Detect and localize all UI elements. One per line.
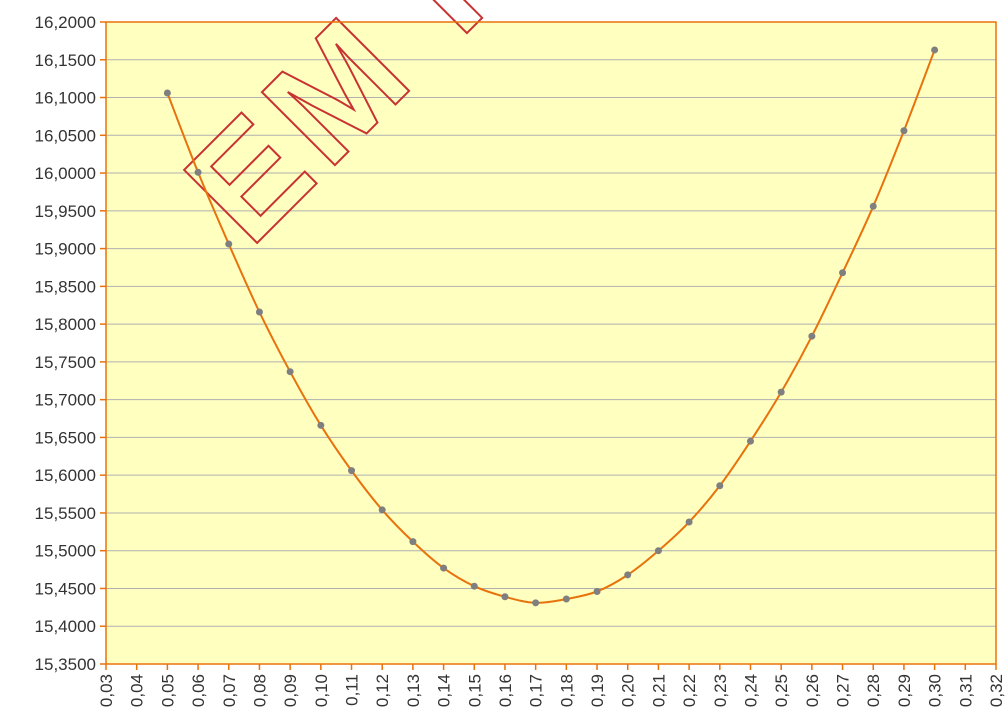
x-tick-label: 0,24 — [741, 674, 760, 707]
data-point — [378, 506, 386, 514]
data-point — [869, 202, 877, 210]
x-tick-label: 0,06 — [189, 674, 208, 707]
y-tick-label: 15,3500 — [35, 655, 96, 674]
y-tick-label: 15,9000 — [35, 240, 96, 259]
x-tick-label: 0,21 — [649, 674, 668, 707]
data-point — [839, 269, 847, 277]
x-tick-label: 0,17 — [527, 674, 546, 707]
y-tick-label: 15,6000 — [35, 466, 96, 485]
x-tick-label: 0,29 — [895, 674, 914, 707]
x-tick-label: 0,26 — [803, 674, 822, 707]
x-tick-label: 0,27 — [834, 674, 853, 707]
x-tick-label: 0,25 — [772, 674, 791, 707]
data-point — [654, 547, 662, 555]
x-tick-label: 0,20 — [619, 674, 638, 707]
x-tick-label: 0,10 — [312, 674, 331, 707]
y-tick-label: 15,7000 — [35, 391, 96, 410]
x-tick-label: 0,12 — [373, 674, 392, 707]
x-tick-label: 0,08 — [250, 674, 269, 707]
data-point — [532, 599, 540, 607]
y-tick-label: 16,0000 — [35, 164, 96, 183]
y-tick-label: 15,4500 — [35, 579, 96, 598]
x-tick-label: 0,28 — [864, 674, 883, 707]
data-point — [900, 127, 908, 135]
data-point — [317, 421, 325, 429]
plot-area — [106, 22, 996, 664]
x-tick-label: 0,09 — [281, 674, 300, 707]
y-tick-label: 15,7500 — [35, 353, 96, 372]
data-point — [562, 595, 570, 603]
y-tick-label: 15,9500 — [35, 202, 96, 221]
x-tick-label: 0,14 — [435, 674, 454, 707]
data-point — [624, 571, 632, 579]
data-point — [808, 332, 816, 340]
y-tick-label: 15,8500 — [35, 277, 96, 296]
x-tick-label: 0,32 — [987, 674, 1006, 707]
data-point — [286, 368, 294, 376]
data-point — [409, 538, 417, 546]
y-tick-label: 16,0500 — [35, 126, 96, 145]
x-tick-label: 0,05 — [158, 674, 177, 707]
x-tick-label: 0,16 — [496, 674, 515, 707]
x-tick-label: 0,04 — [128, 674, 147, 707]
y-tick-label: 15,5000 — [35, 542, 96, 561]
data-point — [163, 89, 171, 97]
x-tick-label: 0,13 — [404, 674, 423, 707]
x-tick-label: 0,23 — [711, 674, 730, 707]
x-tick-label: 0,15 — [465, 674, 484, 707]
data-point — [501, 593, 509, 601]
y-tick-label: 15,5500 — [35, 504, 96, 523]
data-point — [931, 46, 939, 54]
data-point — [685, 518, 693, 526]
y-tick-label: 16,1000 — [35, 89, 96, 108]
data-point — [777, 388, 785, 396]
y-tick-label: 16,1500 — [35, 51, 96, 70]
x-tick-label: 0,18 — [557, 674, 576, 707]
data-point — [746, 437, 754, 445]
data-point — [593, 587, 601, 595]
x-tick-label: 0,30 — [926, 674, 945, 707]
series-line — [166, 49, 936, 604]
data-point — [470, 582, 478, 590]
y-tick-label: 15,6500 — [35, 428, 96, 447]
x-tick-label: 0,31 — [956, 674, 975, 707]
x-tick-label: 0,03 — [97, 674, 116, 707]
x-tick-label: 0,19 — [588, 674, 607, 707]
x-tick-label: 0,22 — [680, 674, 699, 707]
y-tick-label: 15,8000 — [35, 315, 96, 334]
x-tick-label: 0,07 — [220, 674, 239, 707]
x-tick-label: 0,11 — [343, 674, 362, 706]
data-point — [194, 168, 202, 176]
data-point — [255, 308, 263, 316]
plot-border — [105, 21, 997, 665]
data-point — [348, 467, 356, 475]
y-tick-label: 16,2000 — [35, 13, 96, 32]
y-tick-label: 15,4000 — [35, 617, 96, 636]
data-point — [440, 564, 448, 572]
data-point — [716, 482, 724, 490]
data-point — [225, 240, 233, 248]
